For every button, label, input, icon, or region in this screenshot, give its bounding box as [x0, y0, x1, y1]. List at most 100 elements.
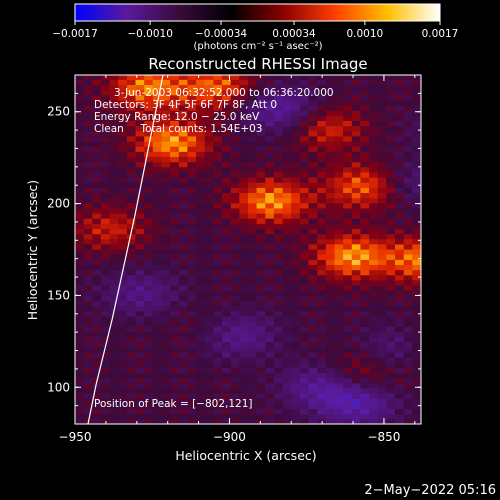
heatmap-cell — [144, 259, 154, 265]
heatmap-cell — [239, 336, 249, 343]
heatmap-cell — [421, 85, 430, 91]
colorbar-gradient — [74, 3, 441, 22]
heatmap-cell — [75, 238, 85, 245]
heatmap-cell — [351, 120, 361, 127]
heatmap-cell — [100, 393, 110, 399]
heatmap-cell — [369, 177, 379, 183]
heatmap-cell — [377, 125, 387, 132]
heatmap-cell — [299, 197, 309, 204]
heatmap-cell — [360, 105, 370, 111]
heatmap-cell — [144, 238, 154, 245]
heatmap-cell — [152, 208, 162, 214]
heatmap-cell — [204, 403, 214, 409]
heatmap-cell — [109, 346, 119, 353]
heatmap-cell — [360, 413, 370, 420]
heatmap-cell — [92, 388, 102, 394]
heatmap-cell — [386, 75, 396, 80]
heatmap-cell — [377, 254, 387, 260]
heatmap-cell — [299, 105, 309, 111]
heatmap-cell — [386, 177, 396, 183]
heatmap-cell — [369, 362, 379, 368]
heatmap-cell — [265, 228, 275, 235]
heatmap-cell — [273, 233, 283, 240]
heatmap-cell — [213, 377, 223, 384]
heatmap-cell — [144, 89, 154, 96]
heatmap-cell — [403, 331, 413, 337]
heatmap-cell — [135, 202, 145, 209]
heatmap-cell — [213, 244, 223, 250]
heatmap-cell — [100, 254, 110, 260]
heatmap-cell — [92, 197, 102, 204]
heatmap-cell — [222, 192, 232, 199]
heatmap-cell — [83, 336, 93, 343]
heatmap-cell — [265, 346, 275, 353]
heatmap-cell — [369, 146, 379, 152]
heatmap-cell — [100, 321, 110, 327]
heatmap-cell — [222, 362, 232, 368]
heatmap-cell — [351, 418, 361, 424]
heatmap-cell — [109, 197, 119, 204]
heatmap-cell — [204, 341, 214, 348]
heatmap-cell — [187, 290, 197, 296]
heatmap-cell — [92, 346, 102, 353]
heatmap-cell — [144, 161, 154, 168]
heatmap-cell — [256, 238, 266, 245]
heatmap-cell — [403, 300, 413, 307]
heatmap-cell — [75, 393, 85, 399]
heatmap-cell — [369, 321, 379, 327]
heatmap-cell — [395, 208, 405, 214]
heatmap-cell — [213, 341, 223, 348]
heatmap-cell — [75, 166, 85, 173]
heatmap-cell — [118, 372, 128, 379]
heatmap-cell — [100, 156, 110, 163]
heatmap-cell — [248, 156, 258, 163]
heatmap-cell — [204, 177, 214, 183]
heatmap-cell — [334, 377, 344, 384]
heatmap-cell — [248, 346, 258, 353]
heatmap-cell — [170, 136, 180, 142]
heatmap-cell — [126, 130, 136, 137]
heatmap-cell — [161, 418, 171, 424]
heatmap-cell — [100, 300, 110, 307]
heatmap-cell — [161, 274, 171, 281]
heatmap-cell — [265, 372, 275, 379]
heatmap-cell — [100, 290, 110, 296]
heatmap-cell — [386, 254, 396, 260]
heatmap-cell — [222, 89, 232, 96]
heatmap-cell — [248, 413, 258, 420]
heatmap-cell — [109, 326, 119, 332]
heatmap-cell — [343, 187, 353, 193]
annotation-detectors: Detectors: 3F 4F 5F 6F 7F 8F, Att 0 — [94, 99, 277, 111]
heatmap-cell — [230, 75, 240, 80]
heatmap-cell — [308, 367, 318, 373]
heatmap-cell — [178, 398, 188, 404]
heatmap-cell — [213, 202, 223, 209]
heatmap-cell — [291, 336, 301, 343]
heatmap-cell — [161, 372, 171, 379]
heatmap-cell — [412, 130, 421, 137]
heatmap-cell — [291, 372, 301, 379]
heatmap-cell — [412, 388, 421, 394]
heatmap-cell — [395, 141, 405, 147]
heatmap-cell — [213, 177, 223, 183]
heatmap-cell — [178, 136, 188, 142]
heatmap-cell — [196, 413, 206, 420]
heatmap-cell — [386, 244, 396, 250]
heatmap-cell — [377, 316, 387, 322]
heatmap-cell — [403, 161, 413, 168]
heatmap-cell — [360, 161, 370, 168]
heatmap-cell — [334, 336, 344, 343]
heatmap-cell — [308, 84, 318, 91]
heatmap-cell — [83, 388, 93, 394]
heatmap-cell — [265, 197, 275, 204]
heatmap-cell — [325, 182, 335, 188]
heatmap-cell — [170, 208, 180, 214]
heatmap-cell — [265, 89, 275, 96]
heatmap-cell — [135, 249, 145, 255]
heatmap-cell — [317, 136, 327, 142]
heatmap-cell — [83, 218, 93, 224]
heatmap-cell — [100, 166, 110, 173]
heatmap-cell — [178, 141, 188, 147]
heatmap-cell — [135, 372, 145, 379]
